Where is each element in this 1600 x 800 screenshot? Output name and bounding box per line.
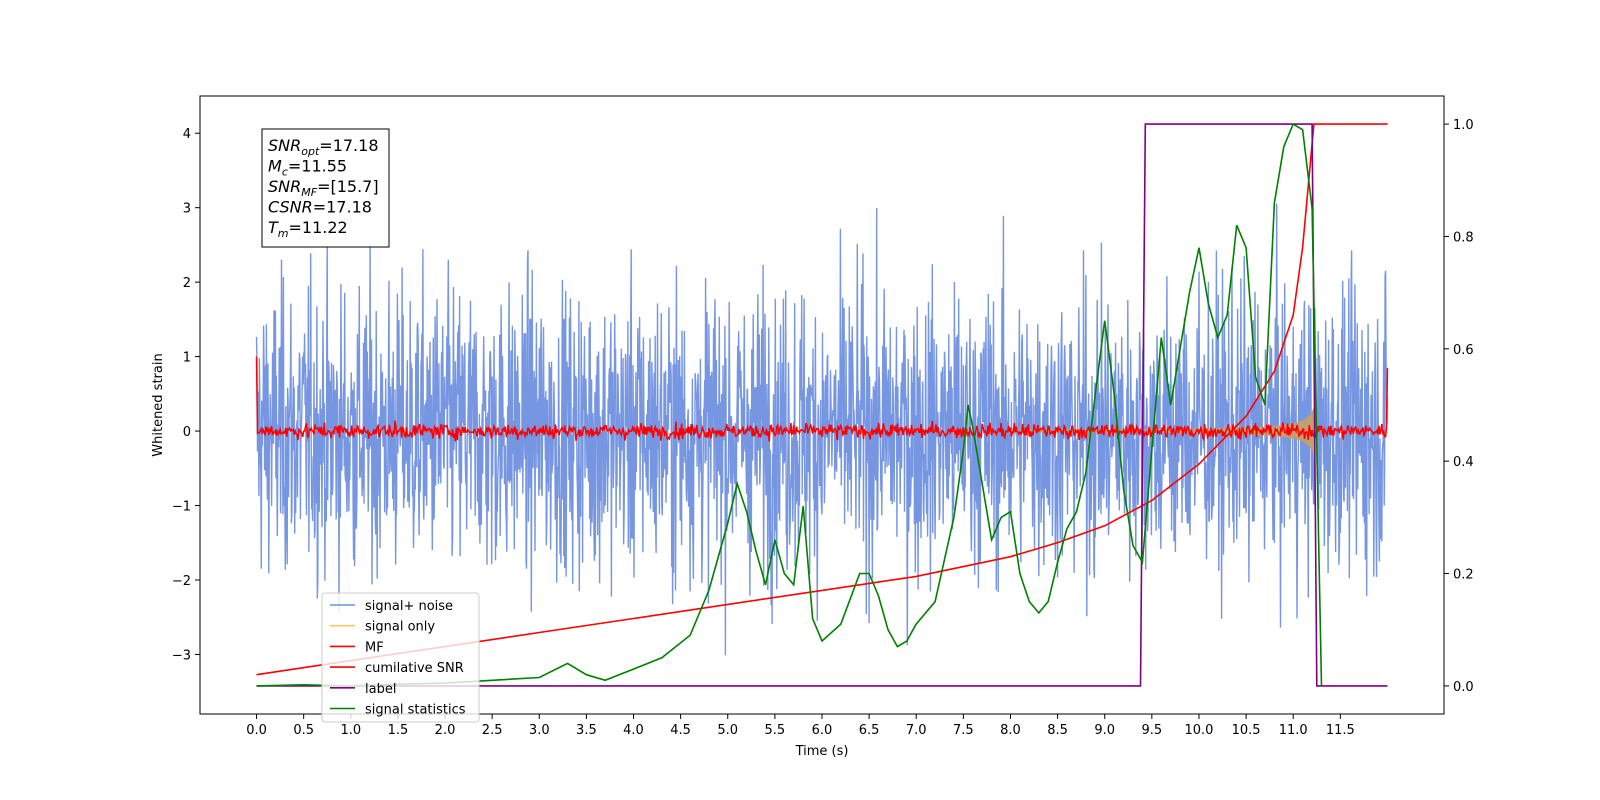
x-tick-label: 4.0 xyxy=(623,723,644,738)
x-tick-label: 3.5 xyxy=(576,723,597,738)
x-tick-label: 6.5 xyxy=(859,723,880,738)
x-tick-label: 1.0 xyxy=(340,723,361,738)
x-tick-label: 0.0 xyxy=(246,723,267,738)
series-signal-statistics-line xyxy=(256,122,1323,687)
y-right-tick-label: 0.6 xyxy=(1453,343,1474,358)
x-tick-label: 11.0 xyxy=(1279,723,1308,738)
x-tick-label: 0.5 xyxy=(293,723,314,738)
y-tick-label: −1 xyxy=(172,500,191,515)
series-label-line xyxy=(256,123,1388,687)
y-right-tick-label: 0.8 xyxy=(1453,230,1474,245)
annotation-line: SNRopt=17.18 xyxy=(268,136,379,158)
y-right-tick-label: 0.2 xyxy=(1453,568,1474,583)
annotation-line: CSNR=17.18 xyxy=(268,198,372,217)
y-axis-label: Whitened strain xyxy=(151,353,166,456)
x-tick-label: 9.0 xyxy=(1094,723,1115,738)
x-tick-label: 10.0 xyxy=(1184,723,1213,738)
series-mf-line xyxy=(255,356,1389,442)
y-tick-label: 2 xyxy=(183,276,191,291)
legend-label-signal-statistics: signal statistics xyxy=(365,703,466,718)
x-tick-label: 5.5 xyxy=(765,723,786,738)
annotation-line: Tm=11.22 xyxy=(268,218,348,240)
y-tick-label: −3 xyxy=(172,648,191,663)
x-tick-label: 5.0 xyxy=(717,723,738,738)
y-tick-label: −2 xyxy=(172,574,191,589)
y-tick-label: 4 xyxy=(183,127,191,142)
legend xyxy=(321,592,480,723)
x-tick-label: 6.0 xyxy=(812,723,833,738)
x-tick-label: 2.0 xyxy=(435,723,456,738)
y-right-tick-label: 0.4 xyxy=(1453,455,1474,470)
legend-label-signal-only: signal only xyxy=(365,620,435,635)
annotation-line: Mc=11.55 xyxy=(268,157,347,179)
x-tick-label: 9.5 xyxy=(1142,723,1163,738)
x-axis-label: Time (s) xyxy=(795,744,849,759)
y-tick-label: 1 xyxy=(183,351,191,366)
x-tick-label: 10.5 xyxy=(1232,723,1261,738)
x-tick-label: 7.0 xyxy=(906,723,927,738)
x-tick-label: 7.5 xyxy=(953,723,974,738)
y-right-tick-label: 0.0 xyxy=(1453,680,1474,695)
legend-label-label: label xyxy=(365,682,396,697)
x-tick-label: 4.5 xyxy=(670,723,691,738)
x-tick-label: 8.0 xyxy=(1000,723,1021,738)
series-signal-noise-line xyxy=(255,203,1389,656)
legend-label-cumilative-snr: cumilative SNR xyxy=(365,661,464,676)
series-cumilative-snr-line xyxy=(256,123,1388,676)
annotation-line: SNRMF=[15.7] xyxy=(268,177,379,199)
x-tick-label: 8.5 xyxy=(1047,723,1068,738)
y-right-tick-label: 1.0 xyxy=(1453,118,1474,133)
annotation-box xyxy=(261,128,390,248)
x-tick-label: 1.5 xyxy=(388,723,409,738)
x-tick-label: 2.5 xyxy=(482,723,503,738)
legend-label-signal-noise: signal+ noise xyxy=(365,599,453,614)
y-tick-label: 0 xyxy=(183,425,191,440)
y-tick-label: 3 xyxy=(183,202,191,217)
legend-label-mf: MF xyxy=(365,640,384,655)
x-tick-label: 3.0 xyxy=(529,723,550,738)
x-tick-label: 11.5 xyxy=(1326,723,1355,738)
